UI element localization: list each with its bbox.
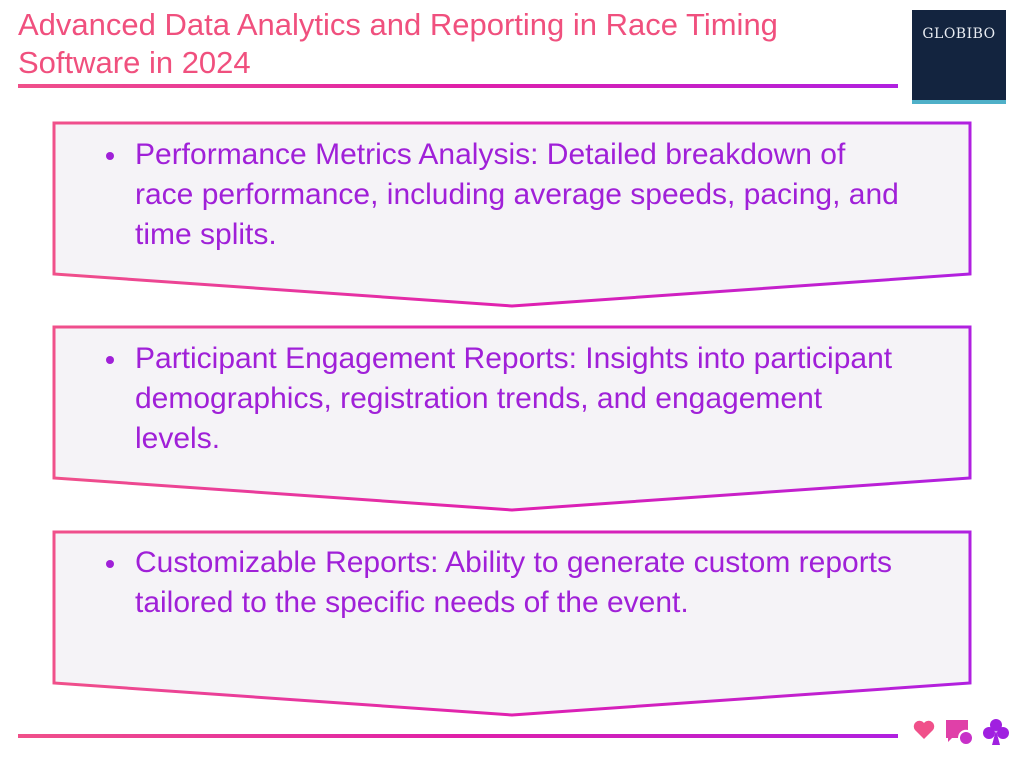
- chevron-box-3: [52, 530, 972, 717]
- bullet-text: Performance Metrics Analysis: Detailed b…: [135, 138, 899, 251]
- bullet-item-3: Customizable Reports: Ability to generat…: [106, 543, 906, 623]
- club-icon: [983, 719, 1009, 745]
- chevron-box-2: [52, 325, 972, 512]
- globibo-logo: GLOBIBO: [912, 10, 1006, 104]
- chevron-box-1: [52, 121, 972, 308]
- bullet-text: Customizable Reports: Ability to generat…: [135, 546, 893, 619]
- bullet-icon: [106, 560, 114, 568]
- bullet-item-1: Performance Metrics Analysis: Detailed b…: [106, 135, 906, 255]
- bullet-item-2: Participant Engagement Reports: Insights…: [106, 339, 906, 459]
- chat-bubbles-icon: [946, 720, 972, 744]
- bullet-text: Participant Engagement Reports: Insights…: [135, 342, 893, 455]
- title-underline: [18, 84, 898, 88]
- footer-rule: [18, 734, 898, 738]
- bullet-icon: [106, 356, 114, 364]
- footer-icons: [912, 718, 1010, 746]
- slide-title: Advanced Data Analytics and Reporting in…: [18, 7, 778, 80]
- bullet-icon: [106, 152, 114, 160]
- heart-icon: [913, 720, 935, 739]
